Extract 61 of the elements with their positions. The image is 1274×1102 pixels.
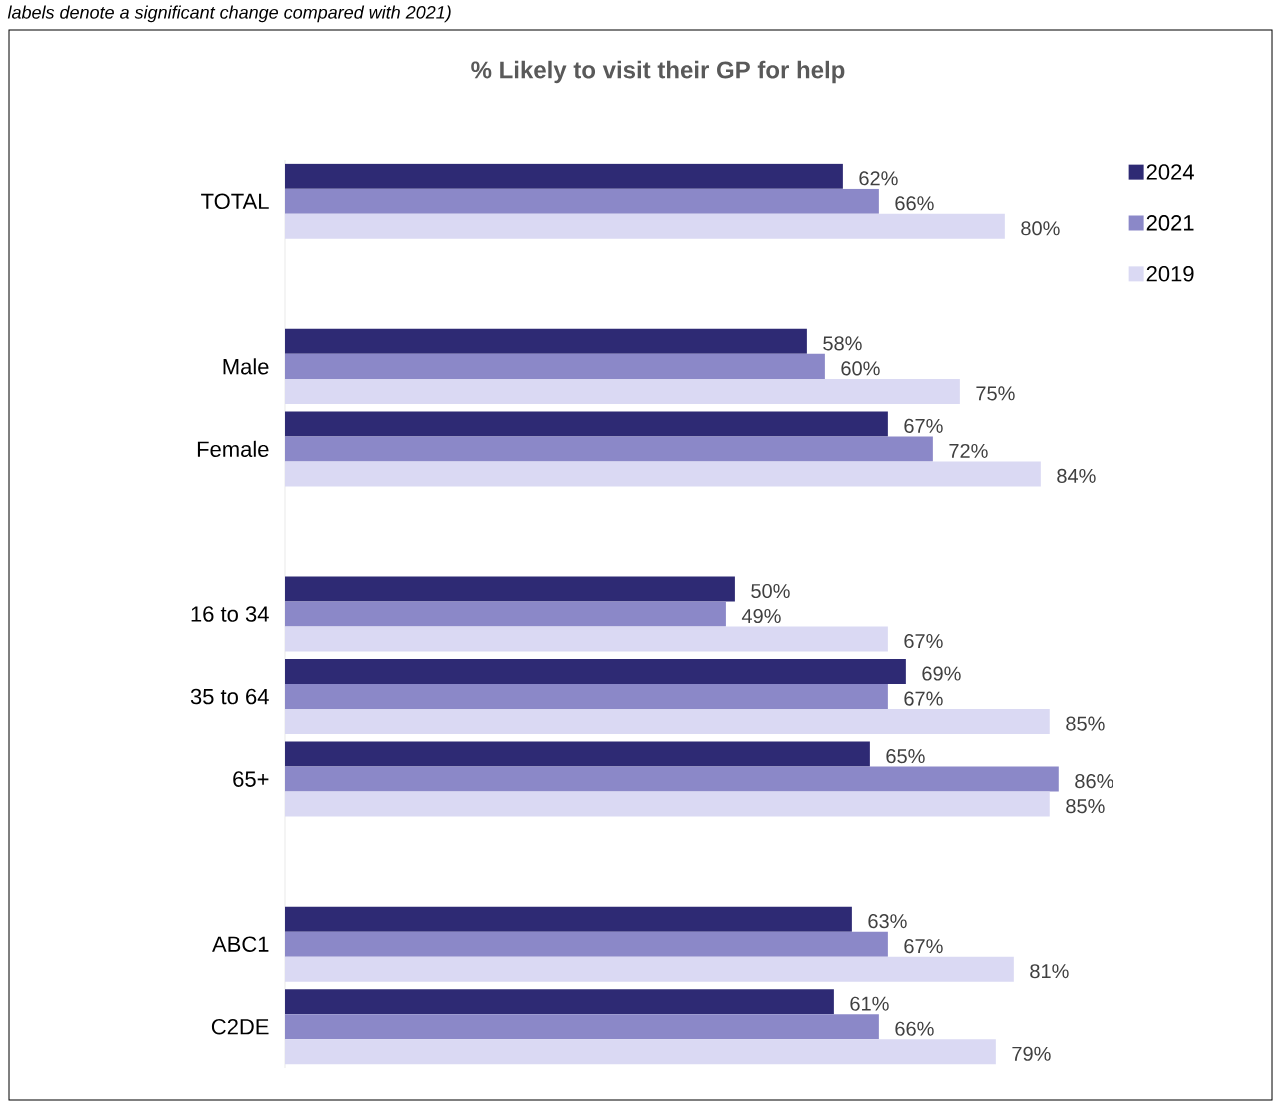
- legend-label: 2024: [1146, 164, 1194, 180]
- data-label: 85%: [1066, 716, 1105, 731]
- bar: [285, 684, 888, 710]
- data-label: 49%: [741, 608, 781, 624]
- bar: [285, 709, 1050, 735]
- legend-label: 2019: [1146, 265, 1194, 282]
- chart-title: % Likely to visit their GP for help: [471, 60, 845, 84]
- bar: [285, 1014, 879, 1040]
- data-label: 66%: [895, 1021, 934, 1036]
- data-label: 69%: [922, 666, 961, 681]
- data-label: 81%: [1030, 964, 1069, 979]
- data-label: 60%: [841, 361, 880, 376]
- bar: [285, 906, 852, 932]
- bar: [285, 791, 1050, 817]
- data-label: 85%: [1066, 799, 1105, 814]
- bar: [285, 213, 1005, 239]
- bar: [285, 931, 888, 957]
- bar: [285, 353, 825, 379]
- y-tick-label: Female: [197, 440, 269, 457]
- bar: [285, 328, 807, 354]
- data-label: 65%: [886, 749, 925, 764]
- data-label: 67%: [904, 633, 943, 649]
- text: labels denote a significant change compared with 2021): [7, 5, 451, 23]
- y-tick-label: 16 to 34: [191, 606, 269, 622]
- bar: [285, 576, 735, 602]
- bar: [285, 741, 870, 767]
- data-label: 72%: [949, 443, 988, 458]
- data-label: 66%: [895, 196, 934, 211]
- bar: [285, 989, 834, 1015]
- bar: [285, 461, 1041, 487]
- data-label: 67%: [904, 418, 943, 433]
- bar: [285, 411, 888, 437]
- bar: [285, 378, 960, 404]
- y-tick-label: TOTAL: [201, 193, 269, 210]
- y-tick-label: Male: [223, 358, 269, 375]
- data-label: 62%: [859, 171, 898, 186]
- data-label: 67%: [904, 939, 943, 954]
- bar: [285, 163, 843, 189]
- data-label: 80%: [1021, 221, 1060, 236]
- data-label: 50%: [751, 583, 790, 599]
- bar: [285, 766, 1059, 792]
- data-label: 84%: [1057, 468, 1096, 483]
- data-label: 58%: [823, 336, 862, 351]
- y-tick-label: 35 to 64: [190, 688, 269, 705]
- bar: [285, 626, 888, 652]
- bar: [285, 1039, 996, 1065]
- bar: [285, 436, 933, 462]
- data-label: 79%: [1012, 1046, 1051, 1061]
- bar: [285, 188, 879, 214]
- bar: [285, 659, 906, 685]
- y-tick-label: ABC1: [212, 936, 269, 952]
- data-label: 86%: [1075, 774, 1114, 789]
- data-label: 67%: [904, 691, 943, 706]
- y-tick-label: C2DE: [211, 1018, 269, 1035]
- bar: [285, 956, 1014, 982]
- data-label: 61%: [850, 996, 889, 1011]
- data-label: 75%: [976, 386, 1015, 401]
- data-label: 63%: [868, 914, 907, 929]
- bar: [285, 601, 726, 627]
- y-tick-label: 65+: [233, 771, 269, 787]
- legend-label: 2021: [1146, 215, 1194, 231]
